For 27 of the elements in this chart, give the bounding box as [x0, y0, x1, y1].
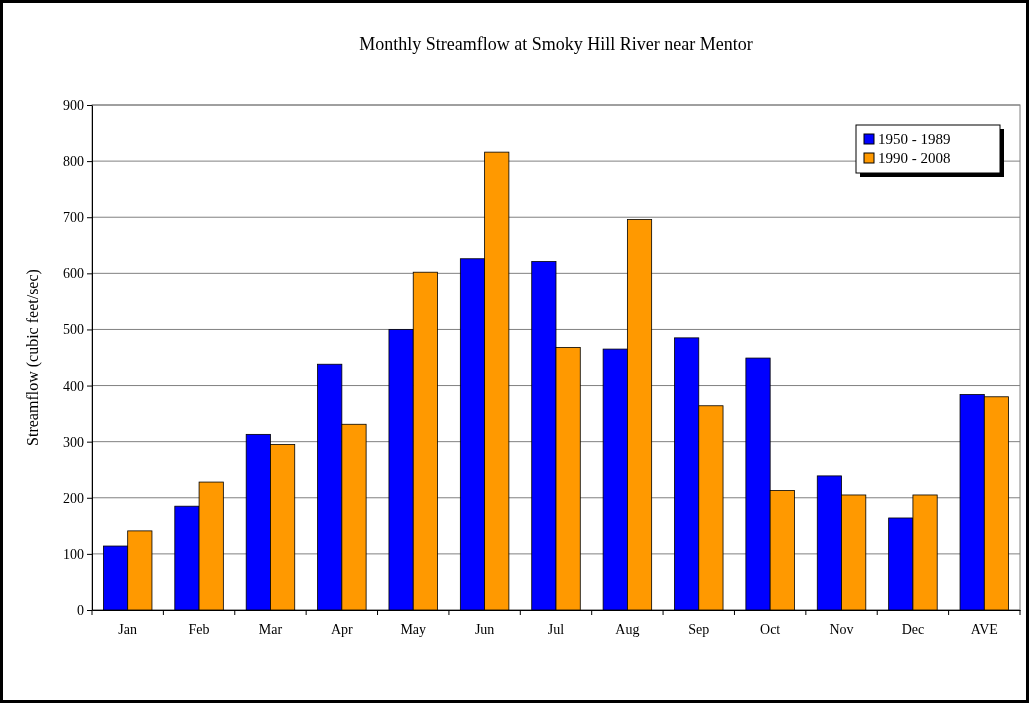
x-tick-label: AVE — [970, 621, 998, 637]
x-tick-label: Nov — [829, 621, 854, 637]
y-tick-label: 500 — [63, 322, 84, 338]
x-tick-label: Jan — [118, 621, 138, 637]
y-tick-label: 700 — [63, 210, 84, 226]
x-tick-label: Mar — [258, 621, 283, 637]
legend-label: 1950 - 1989 — [878, 131, 951, 147]
y-tick-label: 100 — [63, 546, 84, 562]
x-tick-label: Aug — [615, 621, 640, 637]
y-tick-label: 400 — [63, 378, 84, 394]
x-tick-label: Apr — [330, 621, 354, 637]
x-tick-label: Sep — [688, 621, 710, 637]
y-tick-label: 200 — [63, 490, 84, 506]
y-tick-label: 900 — [63, 97, 84, 113]
y-tick-label: 0 — [77, 602, 84, 618]
x-tick-label: Jul — [547, 621, 565, 637]
y-axis-title: Streamflow (cubic feet/sec) — [24, 269, 42, 446]
legend-label: 1990 - 2008 — [878, 150, 951, 166]
chart-title: Monthly Streamflow at Smoky Hill River near Mentor — [359, 34, 753, 54]
y-tick-label: 300 — [63, 434, 84, 450]
x-tick-label: Jun — [474, 621, 495, 637]
x-tick-label: Oct — [760, 621, 781, 637]
x-tick-label: May — [400, 621, 427, 637]
y-tick-label: 600 — [63, 266, 84, 282]
x-tick-label: Feb — [188, 621, 210, 637]
y-tick-label: 800 — [63, 154, 84, 170]
x-tick-label: Dec — [901, 621, 925, 637]
